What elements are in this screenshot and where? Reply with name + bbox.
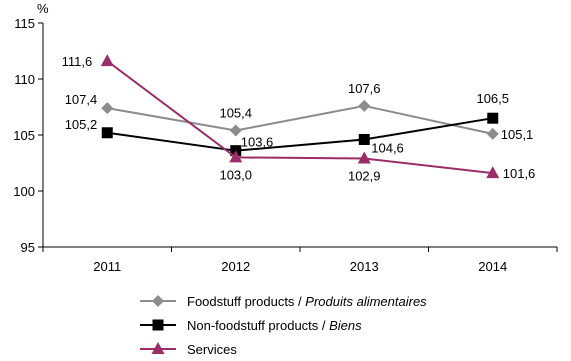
triangle-marker xyxy=(486,166,500,179)
legend-entry-label: Foodstuff products / xyxy=(187,294,305,309)
data-label: 103,6 xyxy=(241,135,274,150)
legend-entry-label-italic: Produits alimentaires xyxy=(305,294,427,309)
data-label: 107,6 xyxy=(348,81,381,96)
y-tick-label: 115 xyxy=(14,16,35,31)
y-tick-label: 110 xyxy=(14,72,35,87)
series-lines xyxy=(100,54,500,179)
diamond-marker xyxy=(358,99,371,112)
data-label: 105,1 xyxy=(501,127,534,142)
legend-entry-label: Non-foodstuff products / xyxy=(187,318,329,333)
data-labels: 107,4 105,4 107,6 105,1 105,2 103,6 104,6 106,5… xyxy=(62,54,536,183)
x-tick-label: 2013 xyxy=(350,259,379,274)
x-tick-label: 2012 xyxy=(221,259,250,274)
triangle-marker xyxy=(100,54,114,67)
data-label: 107,4 xyxy=(65,92,98,107)
data-label: 101,6 xyxy=(503,166,536,181)
x-tick-label: 2014 xyxy=(478,259,507,274)
legend: Foodstuff products / Produits alimentair… xyxy=(140,294,427,357)
data-label: 105,2 xyxy=(65,117,98,132)
data-label: 103,0 xyxy=(219,167,252,182)
series-line-square xyxy=(107,117,493,152)
series-line-triangle xyxy=(106,60,493,175)
axes: 95 100 105 110 115 2011 2012 2013 2014 xyxy=(13,16,558,274)
legend-triangle-marker xyxy=(151,342,165,354)
data-label: 102,9 xyxy=(348,169,381,184)
data-label: 111,6 xyxy=(62,54,93,69)
legend-diamond-marker xyxy=(152,295,164,307)
legend-entry: Services xyxy=(187,342,237,357)
data-label: 105,4 xyxy=(219,106,252,121)
triangle-marker xyxy=(357,151,371,164)
y-axis-unit-label: % xyxy=(37,1,49,16)
square-marker xyxy=(101,127,113,139)
data-label: 106,5 xyxy=(476,91,509,106)
legend-square-marker xyxy=(152,319,164,331)
square-marker xyxy=(358,133,370,145)
y-tick-label: 100 xyxy=(13,184,35,199)
y-tick-label: 95 xyxy=(21,240,35,255)
diamond-marker xyxy=(486,127,499,140)
series-line-diamond xyxy=(107,104,493,135)
legend-entry: Non-foodstuff products / Biens xyxy=(187,318,362,333)
y-tick-label: 105 xyxy=(13,128,35,143)
diamond-marker xyxy=(229,124,242,137)
legend-entry: Foodstuff products / Produits alimentair… xyxy=(187,294,427,309)
x-tick-label: 2011 xyxy=(93,259,121,274)
data-label: 104,6 xyxy=(371,140,404,155)
square-marker xyxy=(487,112,499,124)
diamond-marker xyxy=(101,102,114,115)
legend-entry-label-italic: Biens xyxy=(329,318,362,333)
triangle-marker xyxy=(229,150,243,163)
legend-entry-label: Services xyxy=(187,342,237,357)
